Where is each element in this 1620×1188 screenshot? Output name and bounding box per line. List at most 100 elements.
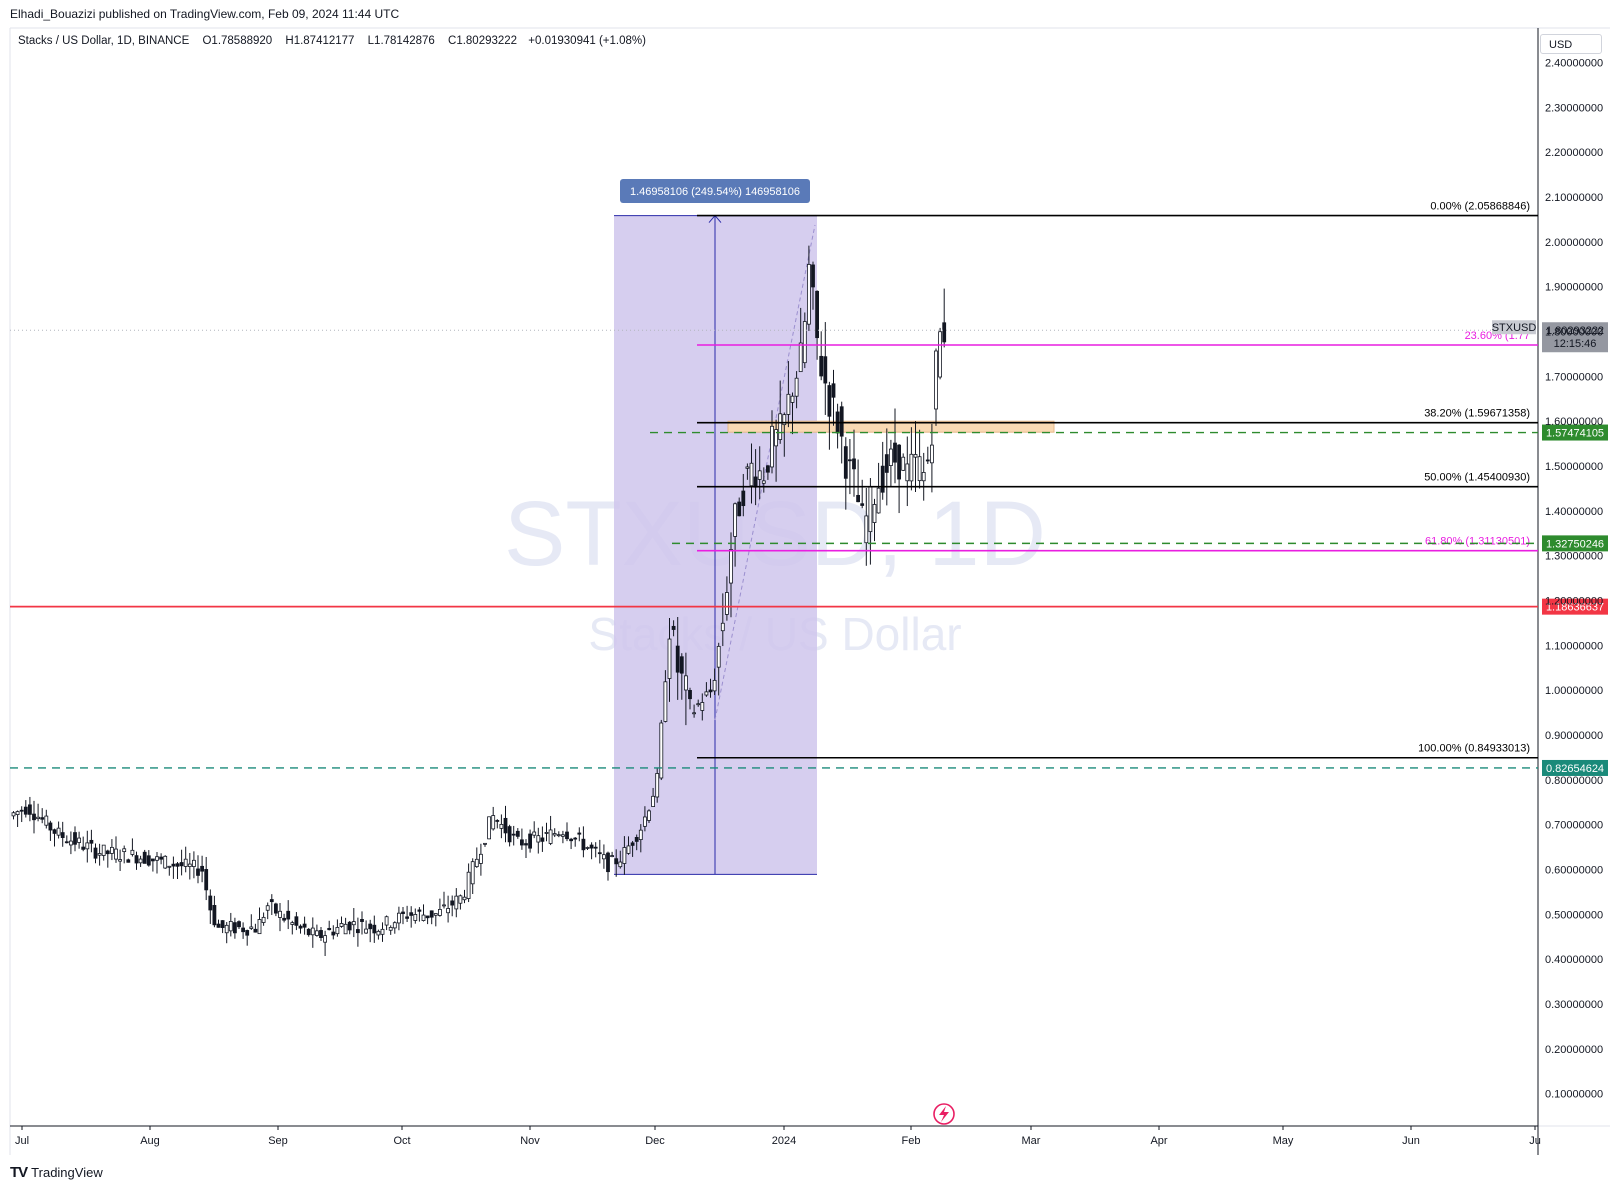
flash-icon[interactable]: [933, 1103, 955, 1125]
candle-body: [552, 833, 557, 836]
y-tick-label: 1.90000000: [1545, 282, 1603, 294]
candle-body: [520, 839, 524, 846]
candle-body: [368, 923, 373, 930]
y-tick-label: 1.10000000: [1545, 640, 1603, 652]
y-tick-label: 2.20000000: [1545, 147, 1603, 159]
candle-body: [36, 816, 40, 820]
candle-body: [454, 895, 459, 910]
candle-body: [294, 916, 299, 926]
measure-tool[interactable]: 1.46958106 (249.54%) 146958106: [614, 179, 817, 875]
candle-body: [101, 844, 106, 856]
candle-body: [696, 703, 701, 706]
candle-body: [44, 815, 49, 826]
candle-body: [839, 406, 844, 437]
candle-body: [110, 846, 114, 854]
candle-body: [712, 679, 717, 692]
candle-body: [73, 832, 77, 845]
currency-button[interactable]: USD: [1540, 34, 1602, 54]
tradingview-logo[interactable]: TV TradingView: [10, 1164, 103, 1181]
candle-body: [753, 476, 758, 488]
candle-body: [175, 863, 180, 867]
candle-body: [364, 928, 369, 934]
candle-body: [483, 842, 487, 845]
candle-body: [491, 815, 496, 830]
candle-body: [56, 827, 61, 836]
candle-body: [913, 454, 918, 458]
candle-body: [409, 912, 414, 916]
candle-body: [216, 923, 221, 928]
candle-body: [183, 858, 188, 867]
candle-body: [585, 847, 590, 849]
candle-body: [150, 858, 155, 862]
candle-body: [930, 444, 934, 464]
high-value: H1.87412177: [285, 35, 355, 47]
candle-body: [298, 925, 303, 929]
candle-body: [433, 913, 438, 916]
symbol-legend[interactable]: Stacks / US Dollar, 1D, BINANCE O1.78588…: [18, 35, 646, 47]
measure-label-box: [620, 179, 810, 203]
candle-body: [749, 462, 754, 487]
candle-body: [729, 549, 733, 584]
candle-body: [843, 446, 848, 479]
candle-body: [819, 355, 824, 377]
candle-body: [503, 817, 508, 834]
candle-body: [565, 831, 569, 840]
fib-level-label: 0.00% (2.05868846): [1430, 201, 1530, 213]
candle-body: [938, 331, 942, 378]
candle-body: [540, 837, 545, 842]
last-price-label: 1.80293222: [1546, 325, 1604, 337]
candle-body: [351, 921, 356, 926]
time-axis[interactable]: Jul Aug Sep Oct Nov Dec 2024 Feb Mar Apr May Jun Ju: [15, 1126, 1541, 1147]
candle-body: [228, 921, 233, 932]
candle-body: [651, 795, 655, 807]
candle-body: [171, 863, 176, 867]
change-value: +0.01930941 (+1.08%): [528, 35, 646, 47]
candle-body: [191, 859, 196, 867]
candle-body: [32, 813, 36, 821]
candle-body: [921, 472, 926, 482]
candle-body: [733, 503, 737, 537]
candle-body: [253, 928, 258, 933]
candle-body: [273, 903, 278, 914]
candle-body: [909, 453, 914, 482]
candle-body: [720, 622, 725, 632]
candle-body: [745, 466, 750, 469]
y-tick-label: 1.00000000: [1545, 685, 1603, 697]
candle-body: [544, 832, 549, 834]
candle-body: [716, 645, 721, 668]
symbol-name[interactable]: Stacks / US Dollar, 1D, BINANCE: [18, 35, 190, 47]
candle-body: [499, 824, 504, 829]
x-tick-label: Oct: [393, 1135, 410, 1147]
candle-body: [634, 837, 639, 842]
candle-body: [425, 915, 430, 919]
candle-body: [327, 927, 332, 931]
candle-body: [589, 844, 594, 849]
candle-body: [548, 829, 553, 844]
candle-body: [421, 914, 426, 921]
candle-body: [237, 921, 241, 928]
candle-body: [93, 847, 98, 859]
candle-body: [917, 456, 922, 482]
candle-body: [671, 625, 676, 630]
candle-body: [802, 321, 807, 364]
candle-body: [852, 458, 856, 470]
candle-body: [638, 829, 643, 840]
candle-body: [146, 855, 151, 866]
candle-body: [815, 290, 819, 339]
candle-body: [708, 689, 713, 693]
candle-body: [413, 914, 418, 921]
candle-body: [561, 834, 565, 837]
candle-body: [573, 837, 578, 840]
price-tag-label: 0.82654624: [1546, 763, 1604, 775]
candle-body: [848, 459, 852, 462]
y-tick-label: 0.80000000: [1545, 775, 1603, 787]
candle-body: [208, 895, 213, 911]
y-tick-label: 1.80000000: [1545, 327, 1603, 339]
candle-body: [388, 927, 393, 931]
price-tag-box: [1542, 759, 1608, 776]
y-tick-label: 1.50000000: [1545, 461, 1603, 473]
price-axis[interactable]: 2.40000000 2.30000000 2.20000000 2.10000000…: [1545, 58, 1603, 1101]
candle-body: [134, 855, 139, 864]
